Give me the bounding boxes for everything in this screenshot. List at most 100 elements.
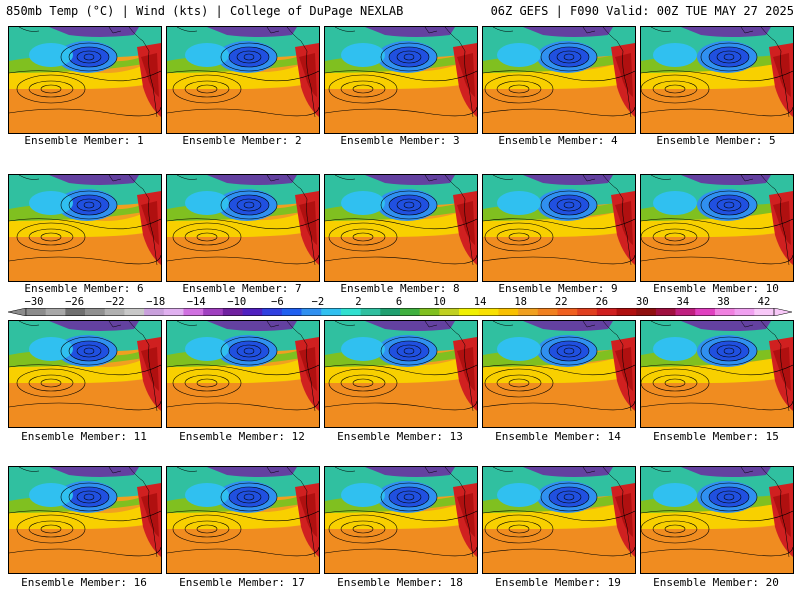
colorbar-cell [537, 308, 558, 316]
colorbar-cell [183, 308, 204, 316]
colorbar-cell [203, 308, 224, 316]
ensemble-member-label: Ensemble Member: 9 [498, 282, 618, 295]
colorbar-tick: −6 [271, 296, 284, 308]
ensemble-member-map [482, 174, 636, 282]
colorbar-tick: 42 [757, 296, 771, 308]
colorbar-cell [242, 308, 263, 316]
colorbar-cell [104, 308, 125, 316]
ensemble-member-label: Ensemble Member: 19 [495, 576, 621, 589]
ensemble-member-map [166, 320, 320, 428]
colorbar-tick: −10 [227, 296, 247, 308]
ensemble-member-label: Ensemble Member: 20 [653, 576, 779, 589]
colorbar-cell [163, 308, 184, 316]
ensemble-member-map [482, 466, 636, 574]
colorbar-cell [85, 308, 106, 316]
ensemble-member-map [8, 466, 162, 574]
colorbar-tick-labels: −30 −26 −22 −18 −14 −10 −6 −2 2 6 10 14 18 22 26 30 34 38… [0, 296, 800, 308]
ensemble-member-map [482, 26, 636, 134]
colorbar-cell [281, 308, 302, 316]
colorbar-cell [301, 308, 322, 316]
colorbar-cell [65, 308, 86, 316]
ensemble-member-label: Ensemble Member: 6 [24, 282, 144, 295]
colorbar-cell [26, 308, 46, 316]
ensemble-member-map [8, 174, 162, 282]
colorbar-cell [340, 308, 361, 316]
colorbar-tick: 30 [636, 296, 649, 308]
ensemble-member-label: Ensemble Member: 3 [340, 134, 460, 147]
map-title: 850mb Temp (°C) | Wind (kts) | College o… [6, 4, 404, 18]
ensemble-member-label: Ensemble Member: 12 [179, 430, 305, 443]
colorbar-cell [675, 308, 696, 316]
ensemble-member-map [324, 26, 478, 134]
ensemble-member-label: Ensemble Member: 11 [21, 430, 147, 443]
ensemble-member-label: Ensemble Member: 7 [182, 282, 302, 295]
ensemble-member-label: Ensemble Member: 4 [498, 134, 618, 147]
ensemble-member-label: Ensemble Member: 8 [340, 282, 460, 295]
colorbar-right-arrow [773, 308, 792, 316]
colorbar-cell [45, 308, 66, 316]
colorbar-cell [596, 308, 617, 316]
colorbar-cell [714, 308, 735, 316]
ensemble-member-map [324, 320, 478, 428]
ensemble-member-map [324, 466, 478, 574]
ensemble-member-map [166, 26, 320, 134]
ensemble-member-map [324, 174, 478, 282]
ensemble-member-map [8, 26, 162, 134]
colorbar-cell [754, 308, 775, 316]
ensemble-member-label: Ensemble Member: 10 [653, 282, 779, 295]
colorbar-cell [144, 308, 165, 316]
colorbar-tick: 14 [473, 296, 487, 308]
colorbar-cell [321, 308, 342, 316]
colorbar-cell [734, 308, 755, 316]
colorbar-cell [498, 308, 519, 316]
colorbar-tick: 6 [395, 296, 403, 308]
colorbar-cell [636, 308, 657, 316]
colorbar-tick: −14 [186, 296, 206, 308]
ensemble-member-label: Ensemble Member: 14 [495, 430, 621, 443]
ensemble-member-map [640, 26, 794, 134]
colorbar-cell [380, 308, 401, 316]
colorbar-cell [695, 308, 716, 316]
ensemble-member-map [166, 466, 320, 574]
colorbar-cell [400, 308, 420, 316]
colorbar-cell [518, 308, 539, 316]
colorbar-cell [262, 308, 283, 316]
ensemble-member-label: Ensemble Member: 13 [337, 430, 463, 443]
colorbar-left-arrow [8, 308, 27, 316]
colorbar-cell [557, 308, 578, 316]
ensemble-member-label: Ensemble Member: 5 [656, 134, 776, 147]
colorbar-cell [478, 308, 499, 316]
colorbar-cell [419, 308, 440, 316]
ensemble-member-label: Ensemble Member: 17 [179, 576, 305, 589]
colorbar-cell [577, 308, 598, 316]
colorbar-tick: 26 [595, 296, 609, 308]
ensemble-member-map [640, 320, 794, 428]
ensemble-member-label: Ensemble Member: 1 [24, 134, 144, 147]
run-valid-time: 06Z GEFS | F090 Valid: 00Z TUE MAY 27 20… [490, 4, 794, 18]
colorbar-tick: −22 [105, 296, 125, 308]
colorbar-tick: 34 [676, 296, 690, 308]
temperature-colorbar [8, 308, 792, 316]
colorbar-cell [124, 308, 145, 316]
ensemble-member-label: Ensemble Member: 15 [653, 430, 779, 443]
colorbar-cell [360, 308, 381, 316]
colorbar-tick: 2 [355, 296, 362, 308]
colorbar-tick: −26 [65, 296, 85, 308]
colorbar-cell [655, 308, 676, 316]
colorbar-tick: −18 [146, 296, 166, 308]
ensemble-member-map [8, 320, 162, 428]
colorbar-cell [616, 308, 637, 316]
colorbar-tick: 22 [554, 296, 568, 308]
ensemble-member-map [640, 466, 794, 574]
ensemble-member-label: Ensemble Member: 18 [337, 576, 463, 589]
ensemble-member-map [640, 174, 794, 282]
ensemble-member-map [166, 174, 320, 282]
colorbar-cell [459, 308, 480, 316]
colorbar-cell [222, 308, 243, 316]
colorbar-tick: 10 [433, 296, 446, 308]
ensemble-member-label: Ensemble Member: 16 [21, 576, 147, 589]
colorbar-tick: −2 [311, 296, 325, 308]
colorbar-tick: −30 [24, 296, 44, 308]
colorbar-cell [439, 308, 460, 316]
colorbar-tick: 38 [717, 296, 730, 308]
